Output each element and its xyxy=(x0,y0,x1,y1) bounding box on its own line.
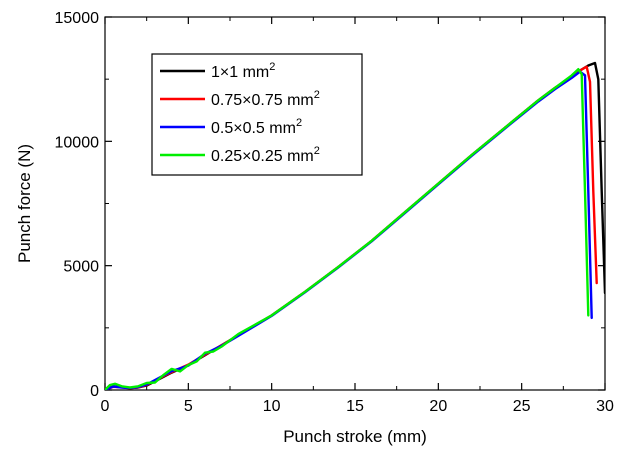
legend-label-3: 0.5×0.5 mm2 xyxy=(211,117,302,137)
x-tick-label: 25 xyxy=(513,398,531,415)
axis-ticks xyxy=(104,16,606,391)
x-tick-label: 20 xyxy=(429,398,447,415)
x-tick-label: 15 xyxy=(346,398,364,415)
x-tick-label: 10 xyxy=(263,398,281,415)
x-tick-label: 0 xyxy=(101,398,110,415)
y-tick-label: 0 xyxy=(90,383,99,400)
x-tick-label: 30 xyxy=(596,398,614,415)
y-tick-label: 5000 xyxy=(63,259,99,276)
y-tick-label: 10000 xyxy=(55,134,100,151)
y-axis-label: Punch force (N) xyxy=(15,144,34,263)
axis-tick-labels: 0 5 10 15 20 25 30 0 5000 10000 15000 xyxy=(55,10,615,415)
series-line-4 xyxy=(105,67,590,390)
x-tick-label: 5 xyxy=(184,398,193,415)
data-series xyxy=(105,61,605,390)
legend: 1×1 mm2 0.75×0.75 mm2 0.5×0.5 mm2 0.25×0.25… xyxy=(151,53,363,176)
legend-label-4: 0.25×0.25 mm2 xyxy=(211,145,320,165)
x-axis-label: Punch stroke (mm) xyxy=(283,427,427,446)
legend-label-2: 0.75×0.75 mm2 xyxy=(211,89,320,109)
y-tick-label: 15000 xyxy=(55,10,100,27)
legend-label-1: 1×1 mm2 xyxy=(211,61,275,81)
